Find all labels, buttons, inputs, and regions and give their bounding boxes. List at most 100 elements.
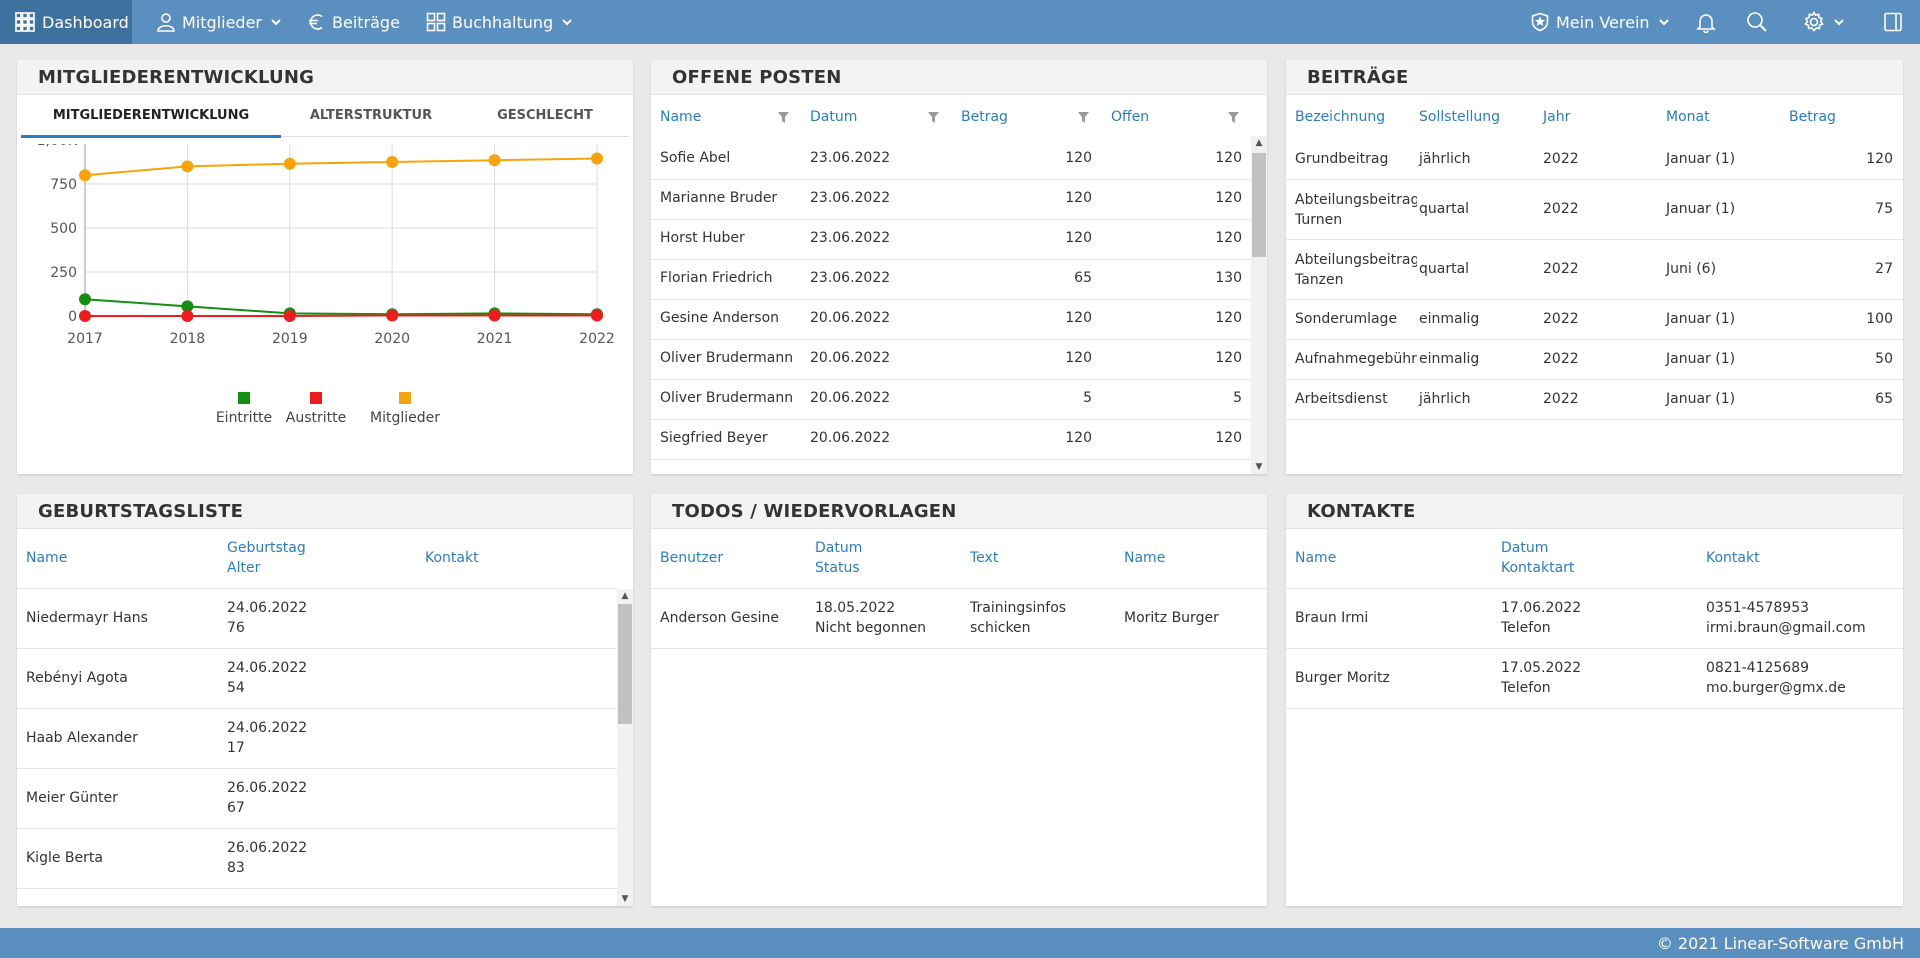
table-row[interactable]: Gesine Anderson 20.06.2022 120 120 bbox=[651, 300, 1251, 340]
column-header-name[interactable]: Name bbox=[1124, 550, 1166, 566]
cell-name: Siegfried Beyer bbox=[660, 430, 768, 446]
notifications-button[interactable] bbox=[1695, 0, 1717, 44]
cell-email[interactable]: mo.burger@gmx.de bbox=[1706, 680, 1846, 696]
filter-icon[interactable] bbox=[1078, 112, 1089, 123]
table-row[interactable]: Rebényi Agota 24.06.2022 54 bbox=[17, 649, 617, 709]
table-row[interactable]: Kigle Berta 26.06.2022 83 bbox=[17, 829, 617, 889]
cell-datum: 20.06.2022 bbox=[810, 350, 891, 366]
nav-dashboard[interactable]: Dashboard bbox=[0, 0, 132, 44]
cell-sollstellung: quartal bbox=[1419, 201, 1470, 217]
table-row[interactable]: Grundbeitrag jährlich 2022 Januar (1) 120 bbox=[1286, 140, 1903, 180]
table-row[interactable] bbox=[17, 889, 617, 906]
cell-text-line1: Trainingsinfos bbox=[970, 600, 1067, 616]
filter-icon[interactable] bbox=[1228, 112, 1239, 123]
column-header-kontaktart[interactable]: Kontaktart bbox=[1501, 560, 1575, 576]
cell-sollstellung: einmalig bbox=[1419, 311, 1480, 327]
column-header-alter[interactable]: Alter bbox=[227, 560, 261, 576]
column-header-name[interactable]: Name bbox=[1295, 550, 1337, 566]
row-divider bbox=[17, 768, 617, 769]
column-header-status[interactable]: Status bbox=[815, 560, 860, 576]
column-header-kontakt[interactable]: Kontakt bbox=[425, 550, 479, 566]
nav-buchhaltung[interactable]: Buchhaltung bbox=[426, 0, 573, 44]
table-row[interactable]: Burger Moritz 17.05.2022 Telefon 0821-41256… bbox=[1286, 649, 1903, 709]
cell-betrag: 27 bbox=[1875, 261, 1893, 277]
nav-mitglieder[interactable]: Mitglieder bbox=[156, 0, 282, 44]
table-row[interactable]: Arbeitsdienst jährlich 2022 Januar (1) 65 bbox=[1286, 380, 1903, 420]
table-row[interactable]: Oliver Brudermann 20.06.2022 5 5 bbox=[651, 380, 1251, 420]
sidebar-toggle-button[interactable] bbox=[1883, 0, 1903, 44]
table-row[interactable]: Sofie Abel 23.06.2022 120 120 bbox=[651, 140, 1251, 180]
column-header-benutzer[interactable]: Benutzer bbox=[660, 550, 724, 566]
cell-email[interactable]: irmi.braun@gmail.com bbox=[1706, 620, 1866, 636]
settings-button[interactable] bbox=[1803, 0, 1845, 44]
header-divider bbox=[17, 588, 617, 589]
nav-beitraege[interactable]: Beiträge bbox=[306, 0, 400, 44]
table-row[interactable]: Horst Huber 23.06.2022 120 120 bbox=[651, 220, 1251, 260]
column-header-jahr[interactable]: Jahr bbox=[1543, 109, 1571, 125]
cell-geburtstag: 24.06.2022 bbox=[227, 600, 308, 616]
scroll-down-arrow-icon[interactable]: ▼ bbox=[1255, 462, 1263, 472]
column-header-offen[interactable]: Offen bbox=[1111, 109, 1150, 125]
column-header-name[interactable]: Name bbox=[660, 109, 702, 125]
cell-jahr: 2022 bbox=[1543, 151, 1579, 167]
cell-datum: 17.06.2022 bbox=[1501, 600, 1582, 616]
member-development-chart: 0 250 500 750 1,00K 2017 2018 2019 2020 2021 2022 bbox=[37, 144, 615, 347]
column-header-datum[interactable]: Datum bbox=[815, 540, 863, 556]
user-icon bbox=[157, 13, 175, 32]
cell-jahr: 2022 bbox=[1543, 391, 1579, 407]
table-row[interactable]: Abteilungsbeitrag Tanzen quartal 2022 Juni (… bbox=[1286, 240, 1903, 300]
table-row[interactable]: Abteilungsbeitrag Turnen quartal 2022 Januar… bbox=[1286, 180, 1903, 240]
table-row[interactable]: Anderson Gesine 18.05.2022 Nicht begonnen T… bbox=[651, 589, 1267, 649]
table-row[interactable]: Niedermayr Hans 24.06.2022 76 bbox=[17, 589, 617, 649]
table-row[interactable]: Marianne Bruder 23.06.2022 120 120 bbox=[651, 180, 1251, 220]
nav-mein-verein[interactable]: Mein Verein bbox=[1530, 0, 1670, 44]
table-row[interactable] bbox=[651, 460, 1251, 474]
legend-mitglieder-label: Mitglieder bbox=[370, 410, 440, 426]
scroll-down-arrow-icon[interactable]: ▼ bbox=[621, 894, 629, 904]
legend-austritte[interactable]: Austritte bbox=[281, 392, 351, 426]
vertical-scrollbar[interactable]: ▲ ▼ bbox=[617, 589, 633, 906]
legend-mitglieder[interactable]: Mitglieder bbox=[365, 392, 445, 426]
cell-kontaktart: Telefon bbox=[1501, 620, 1551, 636]
table-row[interactable]: Meier Günter 26.06.2022 67 bbox=[17, 769, 617, 829]
column-header-datum[interactable]: Datum bbox=[810, 109, 858, 125]
table-row[interactable]: Braun Irmi 17.06.2022 Telefon 0351-4578953 i… bbox=[1286, 589, 1903, 649]
search-button[interactable] bbox=[1746, 0, 1768, 44]
table-row[interactable]: Siegfried Beyer 20.06.2022 120 120 bbox=[651, 420, 1251, 460]
column-header-betrag[interactable]: Betrag bbox=[1789, 109, 1836, 125]
kontakte-panel: KONTAKTE Name Datum Kontaktart Kontakt B… bbox=[1286, 494, 1903, 906]
column-header-name[interactable]: Name bbox=[26, 550, 68, 566]
column-header-text[interactable]: Text bbox=[970, 550, 999, 566]
tab-geschlecht[interactable]: GESCHLECHT bbox=[497, 107, 593, 123]
column-header-monat[interactable]: Monat bbox=[1666, 109, 1710, 125]
column-header-betrag[interactable]: Betrag bbox=[961, 109, 1008, 125]
table-row[interactable]: Haab Alexander 24.06.2022 17 bbox=[17, 709, 617, 769]
panel-header: TODOS / WIEDERVORLAGEN bbox=[651, 494, 1267, 529]
column-header-kontakt[interactable]: Kontakt bbox=[1706, 550, 1760, 566]
scroll-up-arrow-icon[interactable]: ▲ bbox=[1255, 138, 1263, 148]
table-row[interactable]: Aufnahmegebühr einmalig 2022 Januar (1) 50 bbox=[1286, 340, 1903, 380]
row-divider bbox=[1286, 419, 1903, 420]
tab-altersstruktur[interactable]: ALTERSTRUKTUR bbox=[309, 107, 433, 123]
cell-betrag: 120 bbox=[1065, 310, 1092, 326]
column-header-datum[interactable]: Datum bbox=[1501, 540, 1549, 556]
column-header-geburtstag[interactable]: Geburtstag bbox=[227, 540, 306, 556]
cell-alter: 54 bbox=[227, 680, 245, 696]
x-tick-label: 2017 bbox=[67, 331, 103, 347]
cell-bezeichnung: Abteilungsbeitrag Tanzen bbox=[1295, 250, 1417, 290]
column-header-sollstellung[interactable]: Sollstellung bbox=[1419, 109, 1501, 125]
vertical-scrollbar[interactable]: ▲ ▼ bbox=[1251, 136, 1267, 474]
table-row[interactable]: Florian Friedrich 23.06.2022 65 130 bbox=[651, 260, 1251, 300]
table-row[interactable]: Oliver Brudermann 20.06.2022 120 120 bbox=[651, 340, 1251, 380]
table-row[interactable]: Sonderumlage einmalig 2022 Januar (1) 100 bbox=[1286, 300, 1903, 340]
scrollbar-thumb[interactable] bbox=[618, 604, 632, 724]
row-divider bbox=[17, 708, 617, 709]
legend-eintritte[interactable]: Eintritte bbox=[209, 392, 279, 426]
tab-mitgliederentwicklung[interactable]: MITGLIEDERENTWICKLUNG bbox=[52, 107, 250, 123]
column-header-bezeichnung[interactable]: Bezeichnung bbox=[1295, 109, 1386, 125]
series-line-eintritte bbox=[84, 298, 598, 316]
scroll-up-arrow-icon[interactable]: ▲ bbox=[621, 591, 629, 601]
filter-icon[interactable] bbox=[928, 112, 939, 123]
scrollbar-thumb[interactable] bbox=[1252, 153, 1266, 257]
filter-icon[interactable] bbox=[778, 112, 789, 123]
